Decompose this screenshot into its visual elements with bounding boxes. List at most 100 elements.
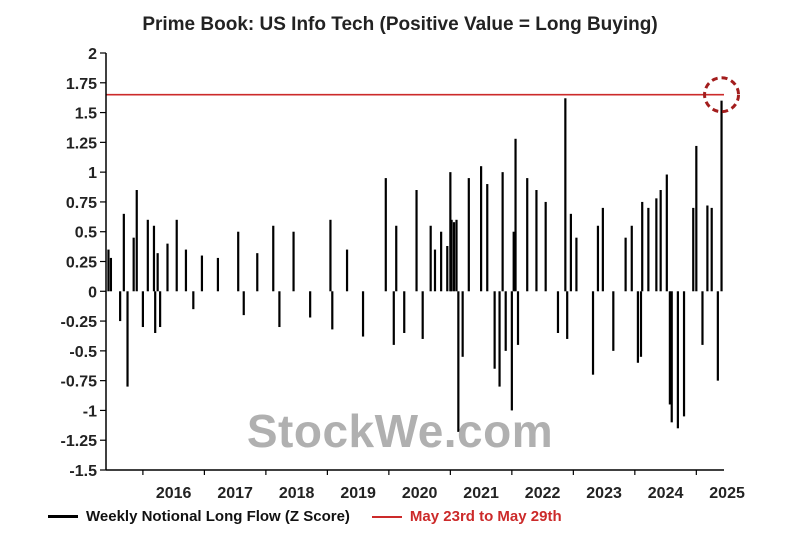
bar [159, 291, 162, 328]
y-tick-label: 1.75 [66, 76, 97, 93]
y-tick-label: -1 [83, 403, 97, 420]
y-tick-label: -0.25 [61, 314, 98, 331]
bar [659, 190, 662, 292]
bar [510, 291, 513, 411]
bar [175, 219, 178, 292]
bar [720, 100, 723, 292]
bar [564, 98, 567, 292]
bar [682, 291, 686, 417]
bar [676, 291, 679, 429]
legend-label-series: Weekly Notional Long Flow (Z Score) [86, 508, 350, 525]
y-tick-label: -1.5 [69, 463, 97, 480]
bar [329, 219, 332, 292]
bar [384, 178, 387, 292]
bar [455, 219, 458, 292]
bar [433, 249, 437, 292]
legend-item-reference: May 23rd to May 29th [371, 508, 562, 525]
bar [670, 291, 673, 423]
bar [156, 253, 159, 292]
chart-title: Prime Book: US Info Tech (Positive Value… [142, 14, 658, 35]
bars [107, 98, 723, 432]
y-tick-label: -0.5 [69, 344, 97, 361]
highlight-circle [703, 76, 741, 114]
bar [514, 138, 517, 292]
bar [122, 213, 125, 292]
bar [272, 225, 275, 292]
bar [630, 225, 633, 292]
bar [200, 255, 204, 292]
bar [526, 178, 529, 292]
bar [292, 231, 295, 292]
bar [154, 291, 157, 333]
bar [498, 291, 501, 387]
bar [647, 207, 650, 292]
bar [242, 291, 245, 316]
bar [446, 246, 449, 292]
bar [569, 213, 572, 292]
bar [636, 291, 640, 363]
bar [450, 219, 453, 292]
bar [516, 291, 520, 345]
y-tick-label: -0.75 [61, 374, 98, 391]
y-tick-label: 0.5 [75, 225, 97, 242]
bar [501, 172, 504, 292]
bar [701, 291, 704, 345]
bar [278, 291, 281, 328]
bar [544, 201, 547, 292]
bar [504, 291, 507, 351]
bar [440, 231, 443, 292]
y-tick-label: 0.25 [66, 255, 97, 272]
bar [556, 291, 560, 333]
bar [668, 291, 671, 405]
legend: Weekly Notional Long Flow (Z Score) May … [48, 508, 584, 525]
bar [256, 253, 259, 292]
x-tick-label: 2021 [463, 485, 499, 502]
legend-label-reference: May 23rd to May 29th [409, 508, 562, 525]
x-axis: 2016 2017 2018 2019 2020 2021 2022 2023 2024 2025 [142, 470, 745, 502]
bar [512, 231, 515, 292]
x-tick-label: 2022 [525, 485, 561, 502]
legend-swatch-reference [371, 515, 402, 518]
bar [403, 291, 406, 333]
bar [309, 291, 312, 318]
bar [184, 249, 188, 292]
bar [493, 291, 496, 369]
bar [392, 291, 395, 345]
bar [692, 207, 695, 292]
bar [146, 219, 149, 292]
bar [421, 291, 424, 339]
bar [192, 291, 195, 310]
bar [216, 257, 220, 292]
x-tick-label: 2019 [340, 485, 376, 502]
bar [126, 291, 129, 387]
x-tick-label: 2016 [156, 485, 192, 502]
x-tick-label: 2020 [402, 485, 438, 502]
bar [119, 291, 122, 322]
bar [395, 225, 398, 292]
y-tick-label: 0 [88, 284, 97, 301]
x-tick-label: 2017 [217, 485, 253, 502]
legend-swatch-series [48, 515, 78, 518]
bar [449, 172, 452, 292]
bar [601, 207, 604, 292]
y-tick-label: 1 [88, 165, 97, 182]
bar [641, 201, 644, 292]
bar [706, 205, 709, 292]
bar [665, 174, 668, 292]
bar [132, 237, 135, 292]
bar [535, 190, 538, 292]
bar [109, 257, 113, 292]
bar [467, 178, 470, 292]
bar [566, 291, 569, 339]
bar [107, 249, 110, 292]
bar [141, 291, 144, 328]
watermark: StockWe.com [246, 405, 554, 457]
y-tick-label: 1.25 [66, 135, 97, 152]
bar [612, 291, 615, 351]
bar [639, 291, 643, 357]
bar [461, 291, 464, 357]
bar [152, 225, 156, 292]
y-axis: 2 1.75 1.5 1.25 1 0.75 0.5 0.25 0 -0.25 -0.5 -0.75 -… [61, 46, 106, 480]
bar [596, 225, 600, 292]
